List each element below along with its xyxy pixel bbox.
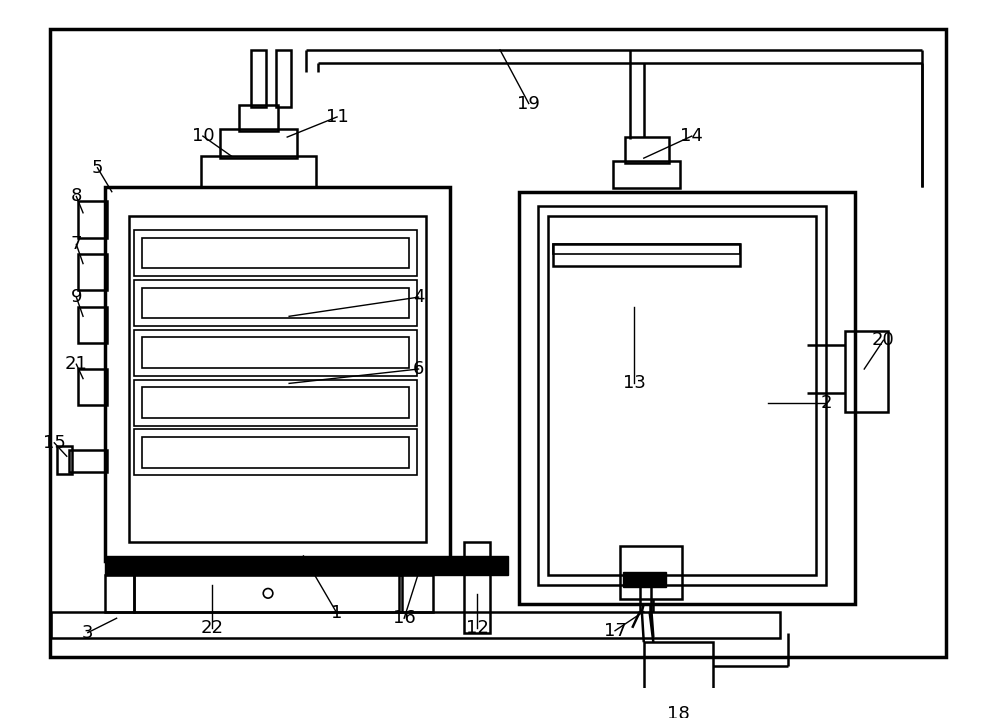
Bar <box>134 575 402 612</box>
Text: 16: 16 <box>393 610 416 628</box>
Bar <box>78 307 107 343</box>
Text: 2: 2 <box>820 393 832 411</box>
Text: 4: 4 <box>413 288 424 306</box>
Bar <box>399 575 433 612</box>
Bar <box>129 215 426 541</box>
Bar <box>134 280 417 326</box>
Text: 13: 13 <box>623 374 646 393</box>
Bar <box>142 287 409 318</box>
Text: 9: 9 <box>71 288 82 306</box>
Text: 22: 22 <box>201 619 224 637</box>
Text: 21: 21 <box>65 355 88 373</box>
Bar <box>134 429 417 475</box>
Bar <box>620 546 682 599</box>
Bar <box>105 575 134 612</box>
Bar <box>625 137 669 163</box>
Bar <box>553 244 740 266</box>
Bar <box>142 387 409 418</box>
Bar <box>142 437 409 467</box>
Bar <box>553 244 740 254</box>
Text: 15: 15 <box>43 434 66 452</box>
Text: 11: 11 <box>326 108 348 126</box>
Text: 1: 1 <box>331 605 343 623</box>
Bar <box>78 254 107 290</box>
Bar <box>134 230 417 276</box>
Bar <box>548 215 816 575</box>
Bar <box>201 157 316 187</box>
Text: 5: 5 <box>92 159 103 177</box>
Bar <box>78 201 107 238</box>
Bar <box>51 612 780 638</box>
Bar <box>78 369 107 406</box>
Bar <box>105 187 450 561</box>
Bar <box>105 556 508 575</box>
Text: 14: 14 <box>680 127 703 145</box>
Bar <box>220 129 297 158</box>
Bar <box>519 192 855 604</box>
Bar <box>276 50 291 108</box>
Text: 7: 7 <box>71 236 82 253</box>
Text: 10: 10 <box>192 127 214 145</box>
Text: 18: 18 <box>667 705 690 718</box>
Bar <box>644 642 713 698</box>
Text: 12: 12 <box>466 619 488 637</box>
Bar <box>239 106 278 131</box>
Text: 6: 6 <box>413 360 424 378</box>
Bar <box>134 380 417 426</box>
Text: 3: 3 <box>82 624 94 642</box>
Bar <box>538 206 826 584</box>
Bar <box>464 541 490 633</box>
Bar <box>623 572 666 587</box>
Bar <box>142 238 409 269</box>
Bar <box>69 450 107 472</box>
Bar <box>613 161 680 188</box>
Text: 19: 19 <box>517 95 540 113</box>
Text: 20: 20 <box>872 331 895 349</box>
Text: 8: 8 <box>71 187 82 205</box>
Text: 17: 17 <box>604 622 626 640</box>
Bar <box>142 337 409 368</box>
Bar <box>845 331 888 412</box>
Bar <box>57 446 72 475</box>
Bar <box>251 50 266 108</box>
Bar <box>134 330 417 376</box>
